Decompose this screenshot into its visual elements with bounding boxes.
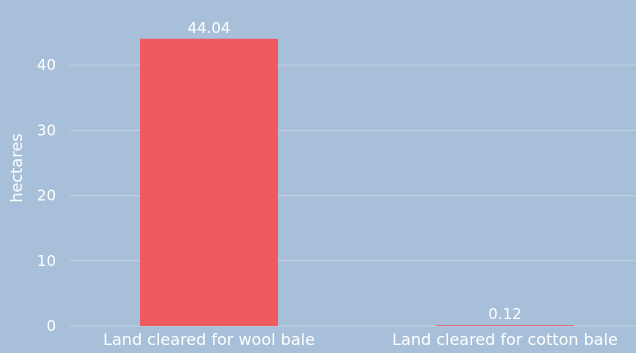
- category-label-2: Land cleared for cotton bale: [392, 330, 618, 349]
- data-label-1: 44.04: [188, 19, 231, 37]
- y-tick-label: 40: [37, 56, 56, 74]
- category-label-1: Land cleared for wool bale: [103, 330, 315, 349]
- y-tick-label: 10: [37, 252, 56, 270]
- y-tick-label: 0: [46, 317, 56, 335]
- data-label-2: 0.12: [488, 305, 521, 323]
- y-tick-label: 20: [37, 187, 56, 205]
- bar-1: [140, 38, 278, 327]
- bar-2: [436, 325, 574, 326]
- bars: [140, 38, 574, 327]
- y-tick-label: 30: [37, 121, 56, 139]
- y-axis-ticks: 0 10 20 30 40: [37, 56, 56, 335]
- data-labels: 44.04 0.12: [188, 19, 522, 323]
- y-axis-title: hectares: [7, 133, 26, 202]
- category-labels: Land cleared for wool bale Land cleared f…: [103, 330, 618, 349]
